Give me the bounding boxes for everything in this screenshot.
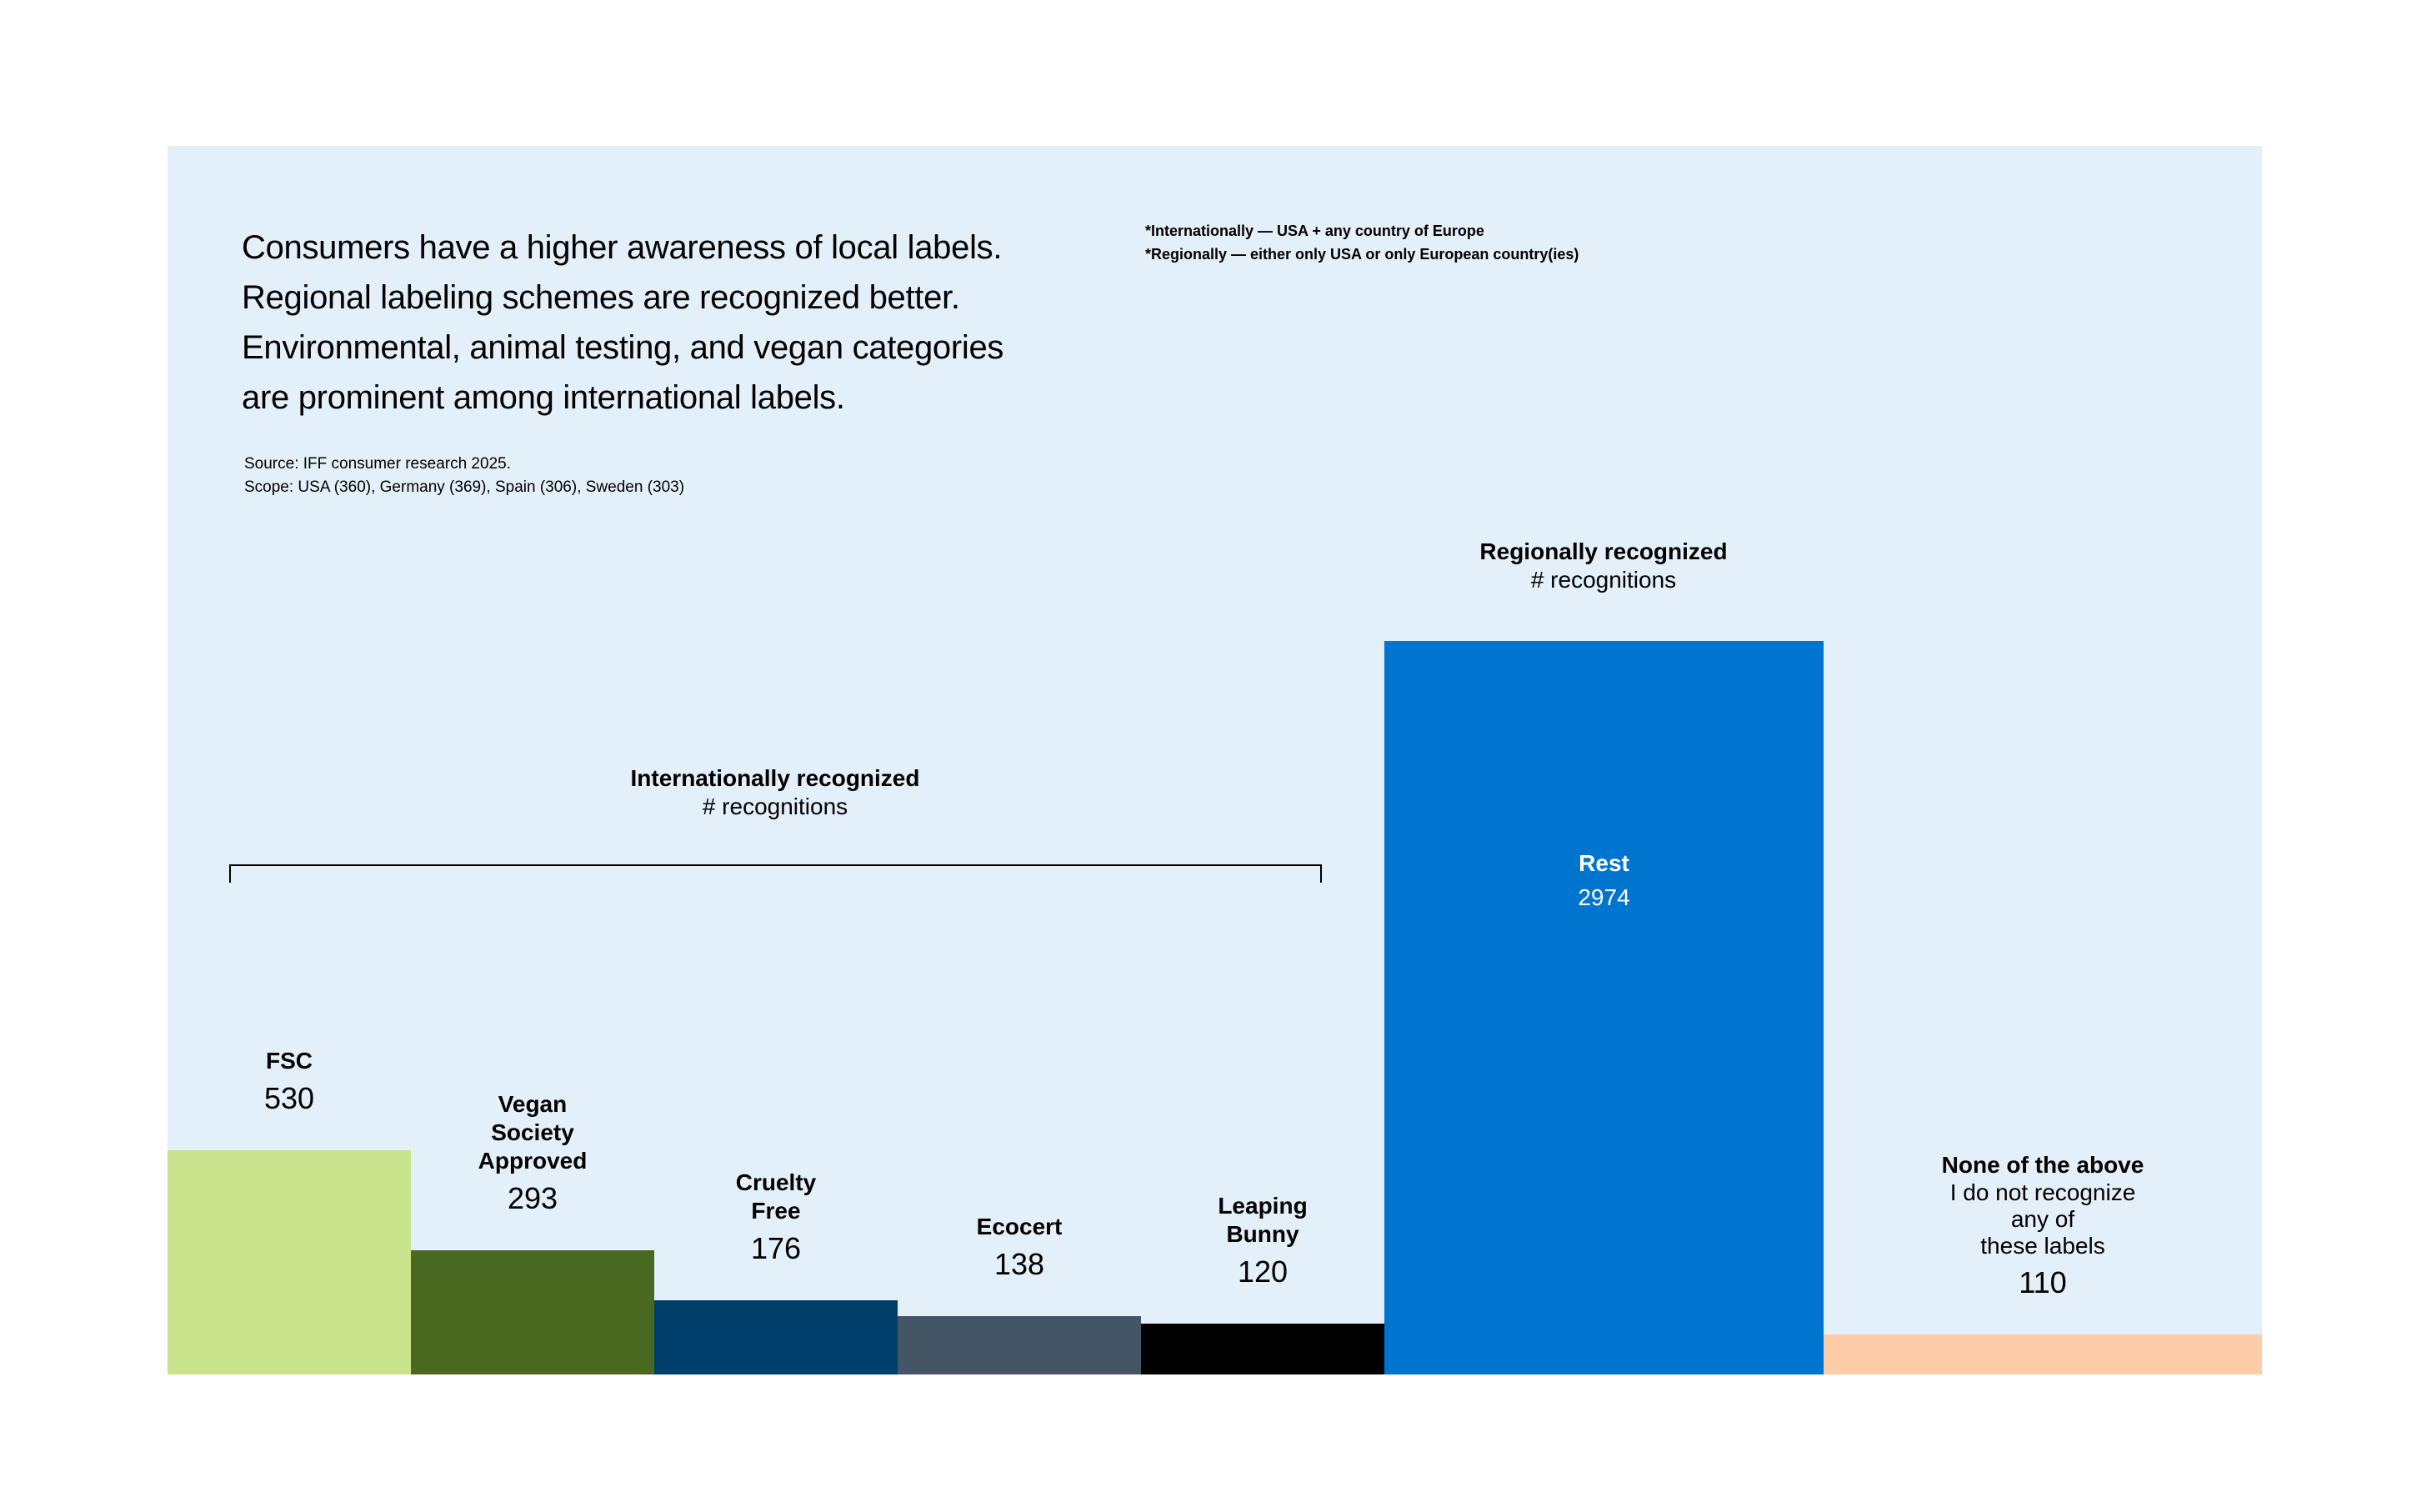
bar-vegan-society-approved: [411, 1250, 654, 1374]
bar-rest: [1384, 641, 1824, 1374]
international-group-label: Internationally recognized # recognition…: [631, 764, 920, 821]
headline-line: Consumers have a higher awareness of loc…: [242, 229, 1003, 266]
data-label: 110: [2019, 1265, 2067, 1299]
bar-leaping-bunny: [1141, 1324, 1384, 1374]
group-subtitle: # recognitions: [702, 794, 848, 819]
bar-description: these labels: [1980, 1233, 2105, 1259]
bar-name: Approved: [478, 1148, 588, 1174]
bar-name: Bunny: [1226, 1221, 1299, 1247]
source-note: Source: IFF consumer research 2025. Scop…: [244, 453, 684, 499]
bar-fsc: [168, 1150, 411, 1374]
bar-name: Leaping: [1218, 1193, 1308, 1219]
bar-none-of-the-above: [1824, 1334, 2262, 1374]
bar-name: FSC: [265, 1048, 313, 1074]
bar-name: Ecocert: [976, 1214, 1063, 1239]
scope-line: Scope: USA (360), Germany (369), Spain (…: [244, 478, 685, 496]
headline-line: Environmental, animal testing, and vegan…: [242, 329, 1004, 366]
data-label: 293: [507, 1181, 558, 1215]
bar-description: I do not recognize any of: [1949, 1179, 2136, 1232]
headline: Consumers have a higher awareness of loc…: [242, 223, 1003, 423]
bar-label: Rest 2974: [1578, 849, 1629, 916]
bar-name: Rest: [1579, 850, 1629, 876]
regional-group-label: Regionally recognized # recognitions: [1479, 538, 1727, 594]
bar-label: None of the above I do not recognize any …: [1934, 1151, 2153, 1301]
bar-cruelty-free: [654, 1300, 898, 1374]
group-subtitle: # recognitions: [1530, 567, 1677, 593]
international-bracket: [229, 864, 1322, 883]
bar-label: Leaping Bunny 120: [1218, 1192, 1307, 1290]
headline-line: are prominent among international labels…: [242, 379, 845, 416]
data-label: 530: [263, 1081, 315, 1115]
data-label: 176: [750, 1231, 802, 1265]
bar-label: Cruelty Free 176: [736, 1169, 816, 1267]
bar-name: Cruelty: [735, 1169, 817, 1195]
bar-label: Vegan Society Approved 293: [478, 1090, 588, 1217]
note-international: *Internationally — USA + any country of …: [1145, 223, 1484, 239]
bar-ecocert: [898, 1316, 1141, 1374]
data-label: 120: [1237, 1254, 1289, 1289]
data-label: 138: [993, 1247, 1045, 1281]
bar-name: Free: [751, 1198, 801, 1224]
bar-name: Vegan: [498, 1091, 568, 1117]
bar-label: Ecocert 138: [977, 1213, 1063, 1283]
bar-name: Society: [491, 1119, 574, 1145]
note-regional: *Regionally — either only USA or only Eu…: [1145, 246, 1579, 263]
data-label: 2974: [1578, 884, 1630, 910]
source-line: Source: IFF consumer research 2025.: [244, 455, 511, 473]
headline-line: Regional labeling schemes are recognized…: [242, 279, 960, 316]
chart-panel: Consumers have a higher awareness of loc…: [168, 146, 2262, 1374]
bar-name: None of the above: [1941, 1152, 2144, 1178]
definitions: *Internationally — USA + any country of …: [1145, 219, 1579, 266]
bar-label: FSC 530: [264, 1047, 314, 1117]
group-title: Internationally recognized: [630, 765, 920, 791]
group-title: Regionally recognized: [1479, 538, 1728, 564]
